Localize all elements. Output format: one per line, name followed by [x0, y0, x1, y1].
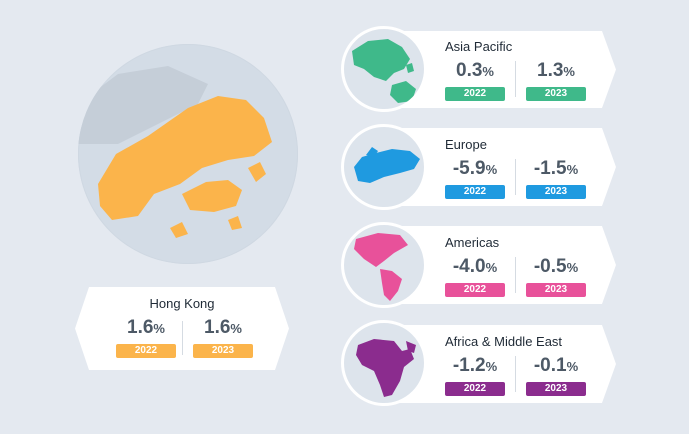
hong-kong-globe: [78, 44, 298, 264]
hong-kong-stat-2023: 1.6% 2023: [187, 317, 259, 358]
hong-kong-map-icon: [78, 66, 272, 238]
stat-divider: [515, 356, 516, 392]
stat-value: 1.6%: [204, 317, 242, 338]
year-badge: 2023: [526, 382, 586, 396]
stat-value: 1.6%: [127, 317, 165, 338]
hong-kong-stat-2022: 1.6% 2022: [110, 317, 182, 358]
year-badge: 2022: [445, 283, 505, 297]
americas-map-icon: [354, 233, 408, 301]
stat-divider: [515, 61, 516, 97]
stat-value: 1.3%: [537, 60, 575, 81]
year-badge: 2023: [526, 87, 586, 101]
stat-value: -4.0%: [452, 256, 498, 277]
region-name: Asia Pacific: [445, 39, 513, 54]
stat-divider: [515, 257, 516, 293]
europe-stat-2022: -5.9% 2022: [439, 158, 511, 199]
africa-middle-east-globe: [341, 320, 427, 406]
europe-globe: [341, 124, 427, 210]
africa-middle-east-stat-2022: -1.2% 2022: [439, 355, 511, 396]
stat-value: -0.5%: [533, 256, 579, 277]
americas-globe: [341, 222, 427, 308]
asia-pacific-map-icon: [352, 39, 416, 103]
africa-middle-east-stat-2023: -0.1% 2023: [520, 355, 592, 396]
year-badge: 2022: [445, 185, 505, 199]
stat-divider: [515, 159, 516, 195]
stat-value: -0.1%: [533, 355, 579, 376]
stat-value: -1.2%: [452, 355, 498, 376]
americas-stat-2022: -4.0% 2022: [439, 256, 511, 297]
region-name: Africa & Middle East: [445, 334, 563, 349]
year-badge: 2022: [445, 382, 505, 396]
stat-value: -1.5%: [533, 158, 579, 179]
stat-divider: [182, 321, 183, 355]
hong-kong-card: Hong Kong 1.6% 2022 1.6% 2023: [75, 287, 289, 370]
year-badge: 2023: [193, 344, 253, 358]
year-badge: 2022: [445, 87, 505, 101]
stat-value: 0.3%: [456, 60, 494, 81]
europe-map-icon: [354, 147, 420, 183]
year-badge: 2022: [116, 344, 176, 358]
year-badge: 2023: [526, 283, 586, 297]
africa-middle-east-map-icon: [356, 339, 416, 397]
asia-pacific-stat-2022: 0.3% 2022: [439, 60, 511, 101]
region-name: Americas: [445, 235, 500, 250]
asia-pacific-stat-2023: 1.3% 2023: [520, 60, 592, 101]
hong-kong-name: Hong Kong: [149, 296, 215, 311]
europe-stat-2023: -1.5% 2023: [520, 158, 592, 199]
year-badge: 2023: [526, 185, 586, 199]
stat-value: -5.9%: [452, 158, 498, 179]
region-name: Europe: [445, 137, 487, 152]
asia-pacific-globe: [341, 26, 427, 112]
americas-stat-2023: -0.5% 2023: [520, 256, 592, 297]
